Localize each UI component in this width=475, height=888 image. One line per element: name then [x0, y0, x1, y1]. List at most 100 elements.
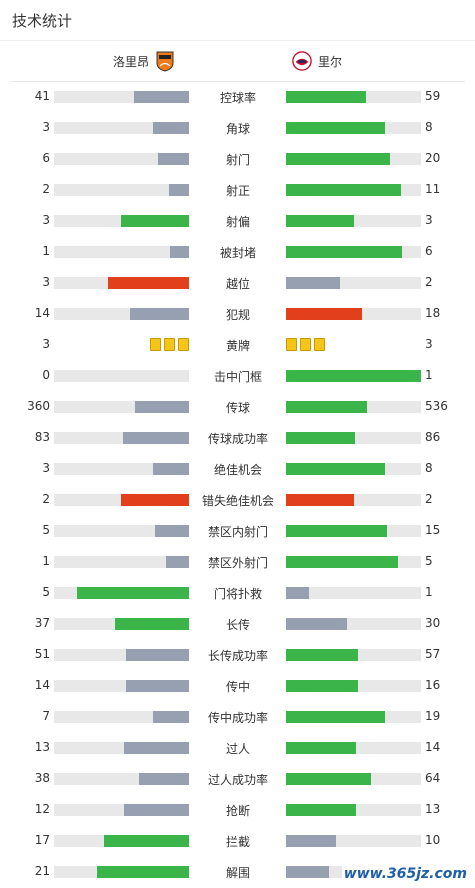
- away-value: 14: [425, 740, 441, 754]
- home-bar-track: [54, 370, 189, 382]
- home-value: 21: [34, 864, 50, 878]
- away-bar-track: [286, 277, 421, 289]
- away-value: 18: [425, 306, 441, 320]
- away-value: 3: [425, 337, 433, 351]
- yellow-card-icon: [286, 338, 297, 351]
- away-bar-track: [286, 680, 421, 692]
- away-value: 1: [425, 585, 433, 599]
- stat-label: 禁区内射门: [207, 525, 268, 539]
- away-bar-track: [286, 835, 421, 847]
- away-bar-track: [286, 556, 421, 568]
- away-value: 19: [425, 709, 441, 723]
- stat-label: 绝佳机会: [213, 463, 262, 477]
- home-bar-track: [54, 649, 189, 661]
- home-bar-track: [54, 618, 189, 630]
- home-value: 3: [42, 461, 50, 475]
- away-value: 30: [425, 616, 441, 630]
- home-bar-track: [54, 153, 189, 165]
- away-value: 8: [425, 461, 433, 475]
- stat-row: 2 射正 11: [0, 174, 475, 205]
- away-value: 6: [425, 244, 433, 258]
- stat-row: 1 被封堵 6: [0, 236, 475, 267]
- away-value: 536: [425, 399, 448, 413]
- teams-bar: 洛里昂 里尔: [10, 41, 465, 82]
- away-value: 20: [425, 151, 441, 165]
- stat-row: 38 过人成功率 64: [0, 763, 475, 794]
- away-bar-fill: [286, 432, 355, 444]
- home-bar-fill: [139, 773, 189, 785]
- stat-row: 1 禁区外射门 5: [0, 546, 475, 577]
- home-value: 83: [34, 430, 50, 444]
- away-bar-track: [286, 122, 421, 134]
- home-team-name: 洛里昂: [112, 54, 149, 69]
- home-bar-fill: [77, 587, 189, 599]
- stat-row: 3 绝佳机会 8: [0, 453, 475, 484]
- home-value: 37: [34, 616, 50, 630]
- stat-row: 2 错失绝佳机会 2: [0, 484, 475, 515]
- home-bar-track: [54, 587, 189, 599]
- stat-label: 长传: [225, 618, 250, 632]
- away-value: 8: [425, 120, 433, 134]
- stat-row: 5 禁区内射门 15: [0, 515, 475, 546]
- away-team[interactable]: 里尔: [292, 50, 342, 72]
- away-bar-fill: [286, 277, 340, 289]
- home-bar-fill: [169, 184, 189, 196]
- away-bar-track: [286, 246, 421, 258]
- away-value: 64: [425, 771, 441, 785]
- away-bar-fill: [286, 153, 390, 165]
- home-value: 13: [34, 740, 50, 754]
- away-bar-fill: [286, 91, 366, 103]
- away-bar-fill: [286, 215, 354, 227]
- home-team[interactable]: 洛里昂: [113, 50, 175, 72]
- home-value: 12: [34, 802, 50, 816]
- home-bar-fill: [123, 432, 189, 444]
- home-value: 5: [42, 523, 50, 537]
- stat-label: 抢断: [225, 804, 250, 818]
- home-bar-fill: [126, 680, 189, 692]
- lille-crest-icon: [292, 51, 312, 71]
- away-value: 86: [425, 430, 441, 444]
- away-value: 2: [425, 492, 433, 506]
- stats-list: 41 控球率 59 3 角球 8 6 射门 20 2 射正 11 3 射偏 3 1 被封堵 6 3 越位 2 14 犯规 18…: [0, 81, 475, 887]
- stat-label: 拦截: [225, 835, 250, 849]
- away-bar-fill: [286, 835, 336, 847]
- away-bar-track: [286, 184, 421, 196]
- home-value: 2: [42, 492, 50, 506]
- stat-row: 14 传中 16: [0, 670, 475, 701]
- away-value: 11: [425, 182, 441, 196]
- away-bar-fill: [286, 742, 356, 754]
- away-bar-fill: [286, 618, 347, 630]
- stat-row: 41 控球率 59: [0, 81, 475, 112]
- away-bar-track: [286, 91, 421, 103]
- watermark: www.365jz.com: [341, 866, 469, 882]
- away-bar-track: [286, 401, 421, 413]
- yellow-card-icon: [178, 338, 189, 351]
- home-value: 0: [42, 368, 50, 382]
- stat-label: 禁区外射门: [207, 556, 268, 570]
- yellow-card-icon: [164, 338, 175, 351]
- stat-label: 传中成功率: [207, 711, 268, 725]
- home-bar-track: [54, 246, 189, 258]
- away-value: 16: [425, 678, 441, 692]
- away-bar-track: [286, 649, 421, 661]
- away-bar-fill: [286, 122, 385, 134]
- home-bar-track: [54, 866, 189, 878]
- stat-row: 13 过人 14: [0, 732, 475, 763]
- stat-row: 3 角球 8: [0, 112, 475, 143]
- home-bar-fill: [124, 742, 189, 754]
- home-value: 7: [42, 709, 50, 723]
- away-bar-fill: [286, 494, 354, 506]
- home-bar-track: [54, 804, 189, 816]
- home-bar-fill: [108, 277, 189, 289]
- home-value: 6: [42, 151, 50, 165]
- stat-label: 长传成功率: [207, 649, 268, 663]
- stat-row: 6 射门 20: [0, 143, 475, 174]
- home-value: 1: [42, 244, 50, 258]
- away-bar-track: [286, 463, 421, 475]
- away-bar-fill: [286, 711, 385, 723]
- away-value: 1: [425, 368, 433, 382]
- stat-row: 3 黄牌 3: [0, 329, 475, 360]
- page-title: 技术统计: [12, 12, 73, 30]
- home-value: 360: [27, 399, 50, 413]
- away-bar-track: [286, 215, 421, 227]
